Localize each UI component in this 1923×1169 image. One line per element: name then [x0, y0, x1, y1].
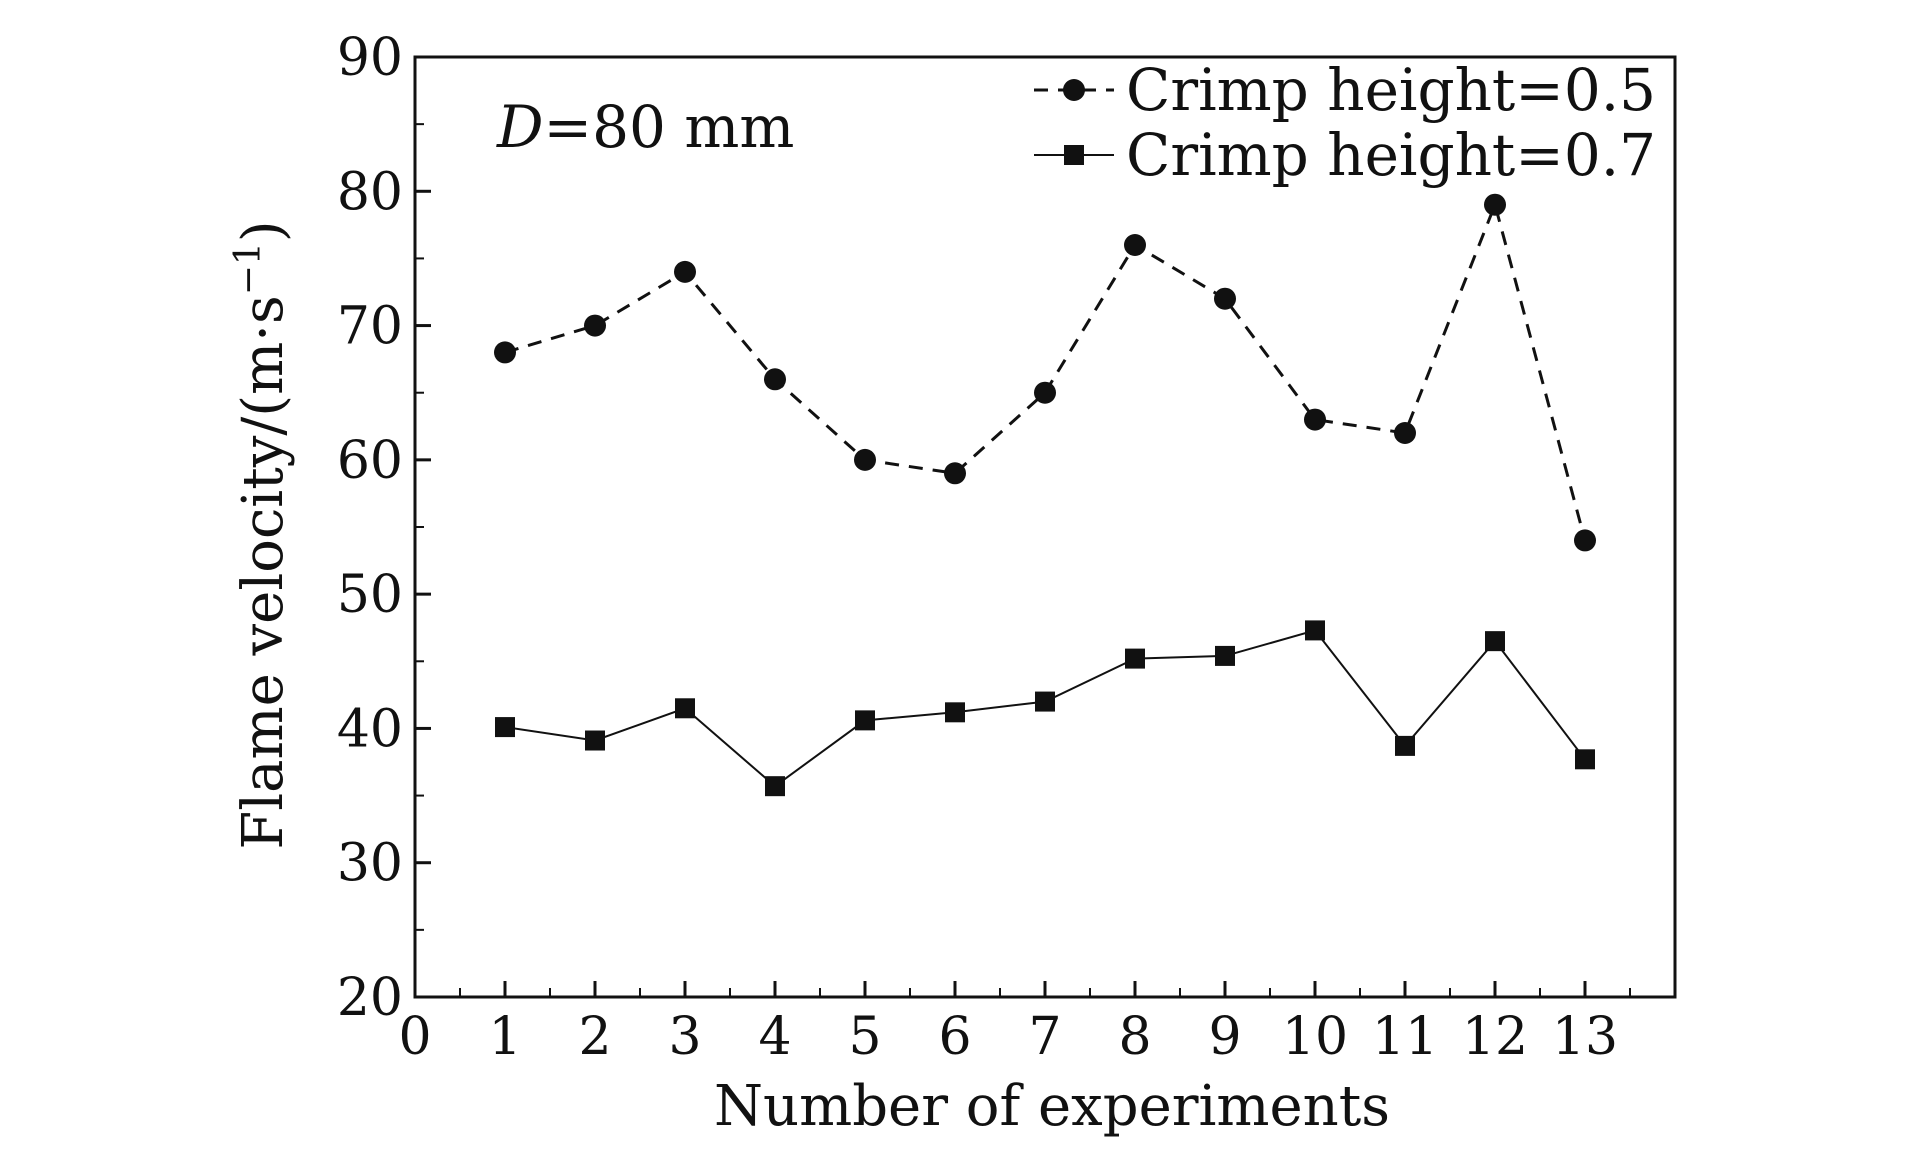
x-tick-label: 8 — [1118, 1007, 1151, 1067]
legend: Crimp height=0.5 Crimp height=0.7 — [1034, 56, 1656, 189]
series-2-point — [1215, 645, 1235, 666]
x-tick-label: 1 — [488, 1007, 521, 1067]
y-tick-label: 20 — [337, 968, 403, 1028]
series-layer — [494, 193, 1596, 797]
series-2-point — [1125, 648, 1145, 669]
y-tick-label: 90 — [337, 28, 403, 88]
x-tick-label: 11 — [1372, 1007, 1438, 1067]
y-tick-label: 80 — [337, 162, 403, 222]
x-tick-label: 3 — [668, 1007, 701, 1067]
legend-marker-series-1 — [1063, 79, 1085, 101]
series-1-point — [1124, 234, 1146, 256]
x-tick-label: 7 — [1028, 1007, 1061, 1067]
series-1-point — [1574, 529, 1596, 552]
series-1-point — [674, 260, 696, 283]
series-1-point — [1484, 193, 1506, 216]
y-tick-label: 40 — [337, 699, 403, 759]
annotation-rest: =80 mm — [544, 93, 795, 161]
series-2-point — [1575, 749, 1595, 770]
y-tick-label: 50 — [337, 565, 403, 625]
series-2-point — [1305, 620, 1325, 641]
series-1-point — [1304, 408, 1326, 431]
series-1-point — [1394, 422, 1416, 444]
series-1-point — [944, 462, 966, 485]
x-axis-title: Number of experiments — [714, 1074, 1390, 1139]
legend-label-series-1: Crimp height=0.5 — [1126, 56, 1656, 124]
x-tick-label: 2 — [578, 1007, 611, 1067]
series-2 — [495, 620, 1595, 797]
y-tick-label: 70 — [337, 297, 403, 357]
x-tick-label: 6 — [938, 1007, 971, 1067]
series-1-point — [494, 341, 516, 364]
series-2-point — [765, 776, 785, 797]
series-1-point — [764, 368, 786, 391]
plot-frame — [413, 55, 1677, 999]
series-2-point — [675, 698, 695, 719]
y-tick-label: 30 — [337, 834, 403, 894]
x-tick-label: 10 — [1282, 1007, 1348, 1067]
series-2-point — [1395, 735, 1415, 756]
x-tick-label: 5 — [848, 1007, 881, 1067]
series-2-point — [585, 730, 605, 751]
x-tick-label: 4 — [758, 1007, 791, 1067]
y-axis-title: Flame velocity/(m·s−1) — [228, 220, 296, 849]
y-axis-title-close: ) — [231, 220, 296, 242]
chart-annotation: D=80 mm — [496, 93, 794, 161]
y-axis-title-superscript: −1 — [228, 242, 269, 295]
series-1-point — [854, 448, 876, 471]
series-2-point — [855, 710, 875, 731]
legend-label-series-2: Crimp height=0.7 — [1126, 121, 1656, 189]
legend-marker-series-2 — [1064, 145, 1084, 165]
y-tick-label: 60 — [337, 431, 403, 491]
series-2-point — [1035, 691, 1055, 712]
x-tick-label: 13 — [1552, 1007, 1618, 1067]
x-tick-label: 12 — [1462, 1007, 1528, 1067]
y-axis-title-main: Flame velocity/(m·s — [231, 295, 296, 849]
series-2-point — [1485, 631, 1505, 652]
series-1-line — [504, 199, 1587, 541]
x-tick-label: 0 — [398, 1007, 431, 1067]
series-1-point — [1034, 381, 1056, 404]
series-2-point — [945, 702, 965, 723]
series-1-point — [1214, 287, 1236, 310]
series-2-point — [495, 717, 515, 738]
x-tick-label: 9 — [1208, 1007, 1241, 1067]
series-1-point — [584, 314, 606, 337]
annotation-italic: D — [496, 93, 544, 161]
series-1 — [494, 193, 1596, 552]
